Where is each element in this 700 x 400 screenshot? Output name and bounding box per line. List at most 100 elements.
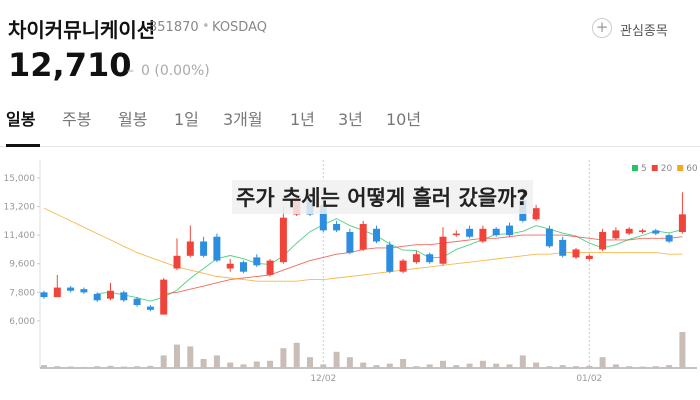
active-tab-indicator xyxy=(6,144,40,147)
legend-label: 5 xyxy=(641,164,647,174)
period-tab[interactable]: 일봉 xyxy=(6,110,36,129)
candle-body xyxy=(146,306,154,310)
candle-body xyxy=(426,254,434,263)
period-tab[interactable]: 10년 xyxy=(386,110,422,129)
candle-body xyxy=(253,257,261,266)
candle-body xyxy=(599,231,607,250)
y-tick-label: 7,800 xyxy=(9,288,35,298)
volume-bar xyxy=(373,365,380,368)
volume-bar xyxy=(639,366,646,368)
volume-bar xyxy=(41,365,47,368)
volume-bar xyxy=(80,366,87,368)
volume-bar xyxy=(652,366,659,368)
candle-body xyxy=(333,224,341,231)
volume-bar xyxy=(213,355,220,368)
volume-bar xyxy=(586,365,593,368)
market: KOSDAQ xyxy=(212,20,267,35)
candle-body xyxy=(120,292,128,301)
stock-name: 차이커뮤니케이션 xyxy=(8,18,156,42)
candle-body xyxy=(373,228,380,242)
candle-body xyxy=(678,214,686,232)
y-tick-label: 6,000 xyxy=(9,317,35,327)
volume-bar xyxy=(227,362,234,368)
volume-bar xyxy=(666,365,673,368)
volume-bar xyxy=(599,357,606,368)
candle-body xyxy=(466,228,474,237)
moving-average-line xyxy=(163,234,683,295)
y-tick-label: 9,600 xyxy=(9,260,35,270)
candle-body xyxy=(279,217,287,263)
volume-bar xyxy=(120,366,127,368)
candle-body xyxy=(319,204,327,231)
candle-body xyxy=(399,260,407,272)
volume-bar xyxy=(320,364,327,368)
volume-bar xyxy=(267,360,274,368)
legend-swatch xyxy=(677,165,684,171)
period-tab[interactable]: 주봉 xyxy=(62,110,92,129)
divider xyxy=(0,146,700,147)
candle-body xyxy=(506,225,513,236)
volume-bar xyxy=(573,366,579,368)
period-tab[interactable]: 월봉 xyxy=(118,110,148,129)
volume-bar xyxy=(187,346,194,368)
x-tick-label: 12/02 xyxy=(310,374,336,384)
volume-bar xyxy=(519,355,526,368)
candle-body xyxy=(386,244,394,272)
period-tab[interactable]: 1년 xyxy=(290,110,315,129)
volume-bar xyxy=(346,357,353,368)
candle-body xyxy=(133,298,141,306)
candle-body xyxy=(479,228,487,242)
add-icon[interactable]: + xyxy=(592,18,612,38)
volume-bar xyxy=(307,357,313,368)
volume-bar xyxy=(174,344,180,368)
period-tab[interactable]: 3개월 xyxy=(223,110,263,129)
legend-label: 60 xyxy=(686,164,698,174)
candle-body xyxy=(53,287,61,298)
volume-bar xyxy=(134,366,141,368)
legend-label: 20 xyxy=(661,164,673,174)
candle-body xyxy=(572,249,580,258)
volume-bar xyxy=(253,361,260,368)
candle-body xyxy=(545,228,553,247)
volume-bar xyxy=(426,364,433,368)
candle-body xyxy=(107,290,114,299)
volume-bar xyxy=(533,362,540,368)
volume-bar xyxy=(400,359,407,368)
candle-body xyxy=(40,292,48,298)
candle-body xyxy=(67,287,75,291)
volume-bar xyxy=(440,360,446,368)
volume-bar xyxy=(453,365,460,368)
volume-bar xyxy=(200,359,207,368)
volume-bar xyxy=(626,366,633,368)
period-tab[interactable]: 1일 xyxy=(174,110,199,129)
candle-body xyxy=(80,289,88,293)
period-tab[interactable]: 3년 xyxy=(338,110,363,129)
candle-body xyxy=(412,254,420,263)
candle-body xyxy=(452,233,460,236)
y-tick-label: 13,200 xyxy=(4,203,36,213)
candle-body xyxy=(492,228,500,236)
annotation: 주가 추세는 어떻게 흘러 갔을까? xyxy=(232,180,533,214)
candle-body xyxy=(93,293,101,301)
volume-bar xyxy=(94,366,101,368)
change: 0 (0.00%) xyxy=(141,63,210,79)
stock-code: 351870 xyxy=(149,20,199,35)
volume-bar xyxy=(413,366,420,368)
candle-body xyxy=(359,224,367,250)
candle-body xyxy=(200,241,208,256)
watch-button[interactable]: 관심종목 xyxy=(620,24,668,39)
volume-bar xyxy=(546,366,553,368)
volume-bar xyxy=(240,364,247,368)
volume-bar xyxy=(107,365,114,368)
volume-bar xyxy=(360,362,367,368)
candle-body xyxy=(346,231,354,253)
candle-body xyxy=(652,230,660,234)
volume-bar xyxy=(612,364,619,368)
volume-bar xyxy=(333,351,340,368)
candle-body xyxy=(585,255,593,259)
legend-swatch xyxy=(632,165,638,171)
candle-body xyxy=(213,236,221,261)
x-tick-label: 01/02 xyxy=(576,374,602,384)
